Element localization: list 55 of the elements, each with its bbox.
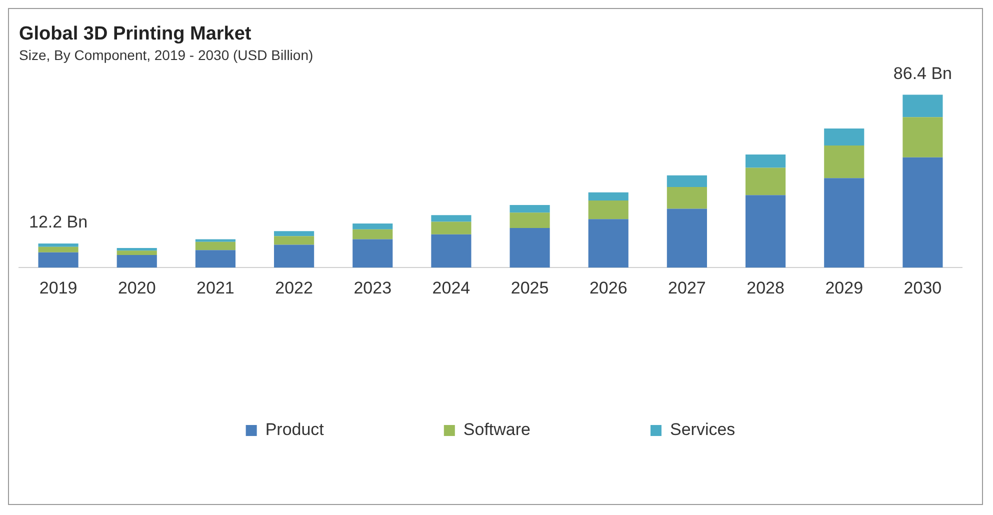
bar bbox=[824, 128, 864, 146]
x-tick-label: 2029 bbox=[825, 278, 864, 298]
bar bbox=[588, 219, 628, 268]
bar bbox=[510, 204, 550, 213]
bar bbox=[352, 223, 393, 230]
bar bbox=[746, 168, 786, 196]
bar bbox=[116, 248, 157, 251]
x-tick-label: 2026 bbox=[589, 278, 628, 298]
x-tick-label: 2027 bbox=[668, 278, 706, 298]
bar bbox=[746, 154, 786, 168]
bar bbox=[38, 244, 78, 247]
bar bbox=[824, 145, 864, 178]
x-tick-label: 2020 bbox=[118, 278, 156, 298]
bar bbox=[431, 215, 472, 222]
bar bbox=[195, 239, 236, 242]
bar bbox=[38, 246, 78, 252]
bar bbox=[666, 175, 707, 187]
bar bbox=[510, 228, 550, 268]
annotation: 12.2 Bn bbox=[28, 212, 88, 232]
bar bbox=[902, 157, 943, 268]
legend-label: Services bbox=[670, 420, 736, 440]
bar bbox=[431, 234, 472, 268]
x-tick-label: 2019 bbox=[39, 278, 78, 298]
bar bbox=[588, 200, 628, 220]
bar bbox=[274, 231, 314, 236]
bar bbox=[510, 212, 550, 228]
bar bbox=[352, 229, 393, 240]
bar bbox=[666, 208, 707, 268]
bar bbox=[274, 244, 314, 268]
bar bbox=[352, 239, 393, 268]
x-tick-label: 2030 bbox=[904, 278, 942, 298]
bar bbox=[38, 252, 78, 268]
x-tick-label: 2025 bbox=[510, 278, 549, 298]
annotation: 86.4 Bn bbox=[893, 64, 952, 83]
bar bbox=[116, 250, 157, 255]
x-tick-label: 2021 bbox=[196, 278, 234, 298]
bar bbox=[824, 178, 864, 268]
bar bbox=[195, 250, 236, 268]
x-tick-label: 2022 bbox=[275, 278, 313, 298]
legend-label: Product bbox=[265, 420, 324, 440]
bar bbox=[666, 186, 707, 209]
bar bbox=[116, 254, 157, 268]
bar bbox=[274, 236, 314, 245]
bar bbox=[588, 192, 628, 200]
bar bbox=[902, 94, 943, 118]
bar bbox=[746, 195, 786, 268]
legend-label: Software bbox=[463, 420, 530, 440]
bar bbox=[431, 222, 472, 234]
chart-subtitle: Size, By Component, 2019 - 2030 (USD Billion) bbox=[19, 47, 314, 64]
x-tick-label: 2024 bbox=[432, 278, 470, 298]
x-tick-label: 2028 bbox=[746, 278, 784, 298]
bar bbox=[195, 242, 236, 250]
chart-title: Global 3D Printing Market bbox=[19, 24, 252, 45]
x-tick-label: 2023 bbox=[354, 278, 392, 298]
bar bbox=[902, 117, 943, 158]
